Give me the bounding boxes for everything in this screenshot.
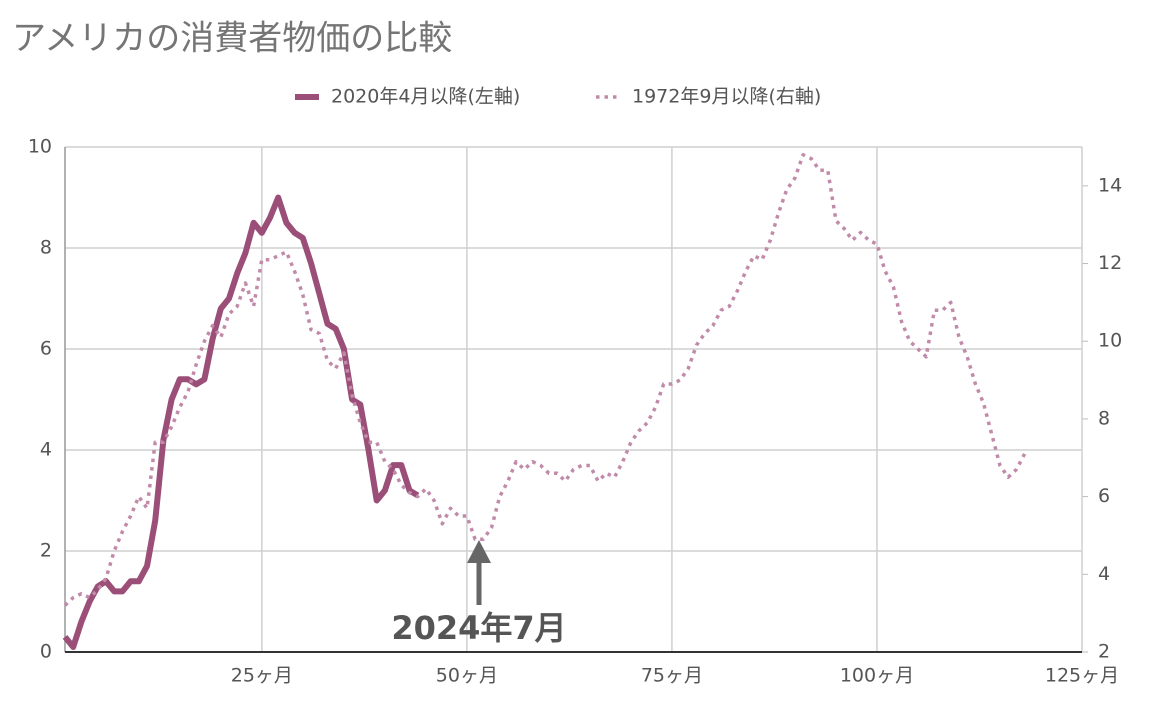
legend-label: 1972年9月以降(右軸) xyxy=(632,86,821,108)
y2-tick-label: 6 xyxy=(1098,485,1110,507)
plot-area: 0 2 4 6 8 10 2 4 6 8 10 12 14 25ヶ月 50ヶ月 75ヶ月 100ヶ月 125ヶ月 xyxy=(28,136,1122,687)
y2-tick-label: 12 xyxy=(1098,252,1122,274)
y-tick-label: 0 xyxy=(40,641,52,663)
y2-tick-label: 14 xyxy=(1098,174,1122,196)
chart-title: アメリカの消費者物価の比較 xyxy=(12,19,452,59)
y-tick-label: 6 xyxy=(40,338,52,360)
series-line xyxy=(62,194,420,650)
y2-tick-label: 2 xyxy=(1098,641,1110,663)
y-tick-label: 4 xyxy=(40,439,52,461)
y2-tick-label: 10 xyxy=(1098,330,1122,352)
y-tick-label: 8 xyxy=(40,237,52,259)
annotation-arrowhead xyxy=(467,540,491,563)
x-tick-label: 50ヶ月 xyxy=(436,665,498,687)
x-tick-label: 125ヶ月 xyxy=(1045,665,1119,687)
x-tick-label: 25ヶ月 xyxy=(231,665,293,687)
series-line xyxy=(63,153,1027,607)
legend-label: 2020年4月以降(左軸) xyxy=(331,86,520,108)
x-tick-label: 75ヶ月 xyxy=(641,665,703,687)
annotation: 2024年7月 xyxy=(391,540,567,647)
y2-tick-label: 8 xyxy=(1098,407,1110,429)
y-tick-label: 2 xyxy=(40,540,52,562)
y2-tick-label: 4 xyxy=(1098,563,1110,585)
y-tick-label: 10 xyxy=(28,136,52,158)
x-tick-label: 100ヶ月 xyxy=(840,665,914,687)
annotation-text: 2024年7月 xyxy=(391,609,566,647)
